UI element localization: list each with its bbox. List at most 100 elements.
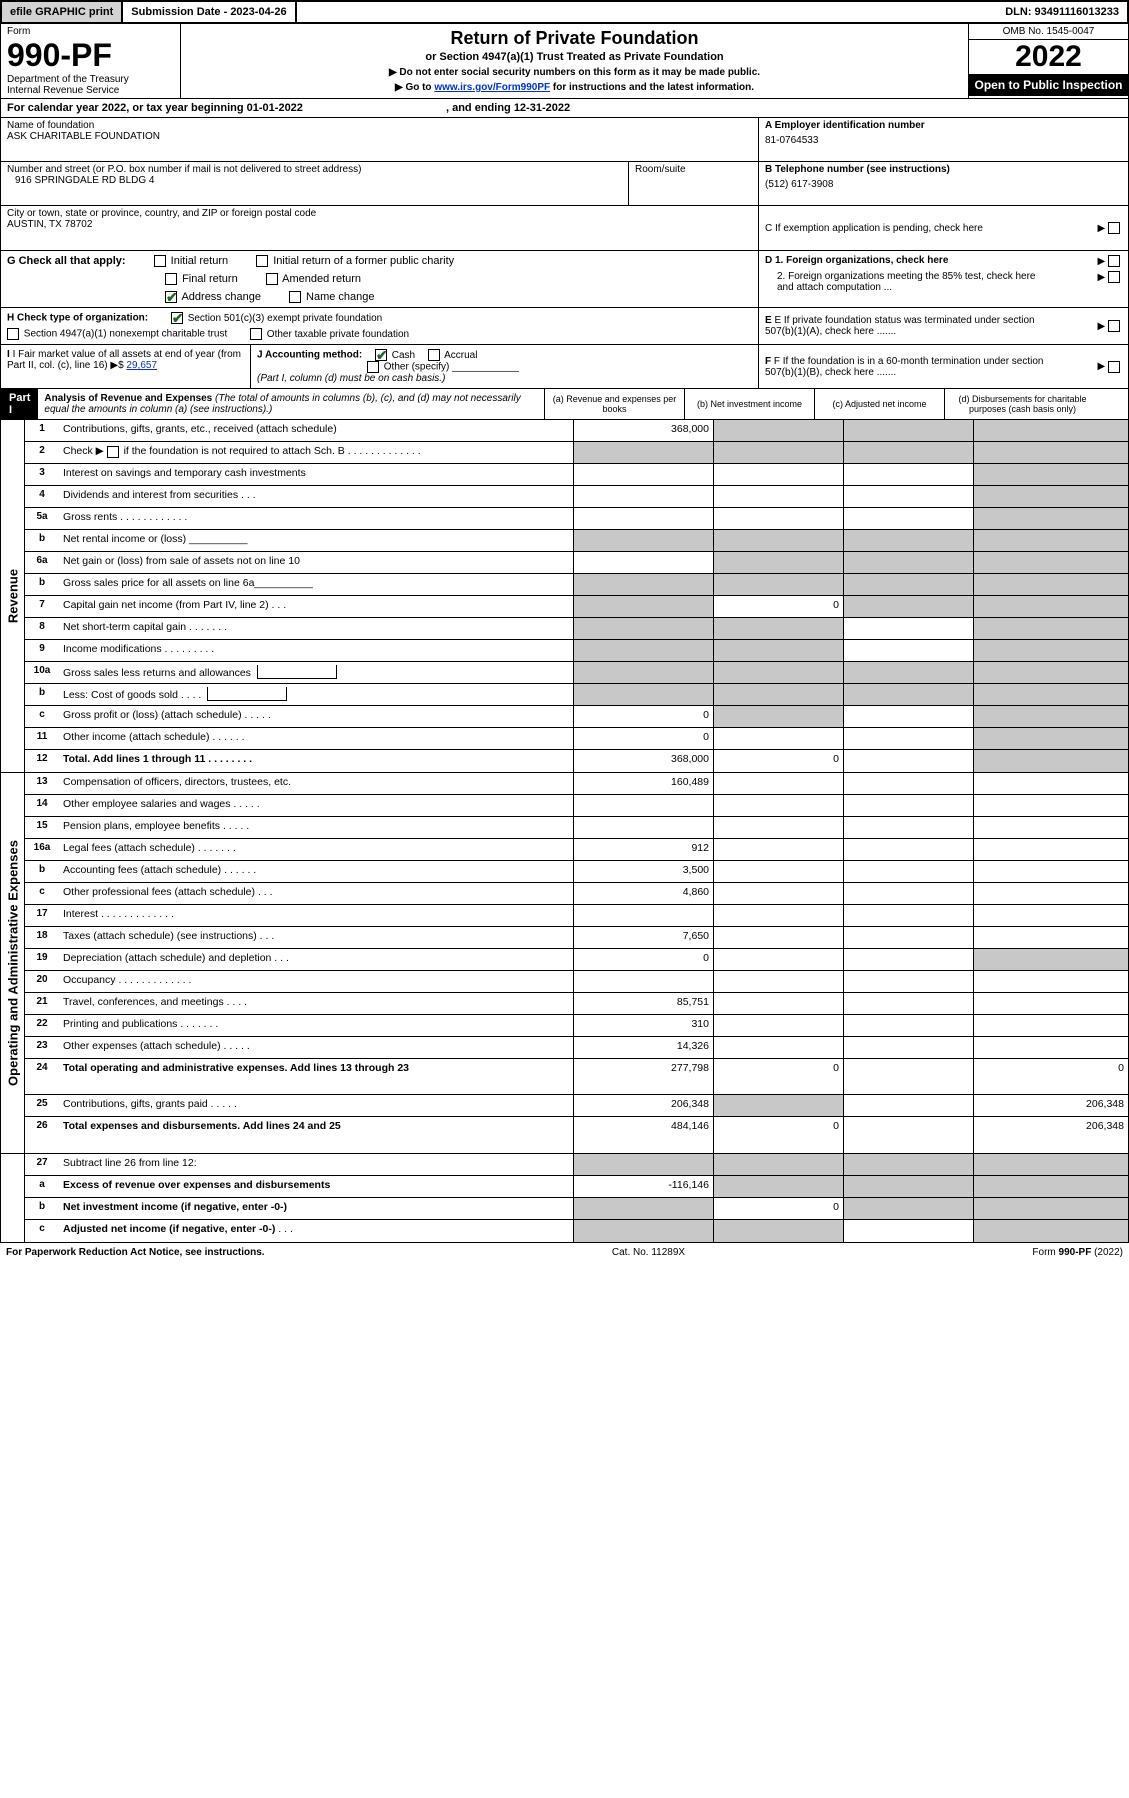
line10c-a: 0 [573,706,713,727]
line18-a: 7,650 [573,927,713,948]
year-box: OMB No. 1545-0047 2022 Open to Public In… [968,24,1128,98]
e-label: E E If private foundation status was ter… [765,315,1045,337]
phone-value: (512) 617-3908 [765,179,1122,190]
col-c-header: (c) Adjusted net income [815,389,945,419]
accrual-checkbox[interactable] [428,349,440,361]
efile-print-button[interactable]: efile GRAPHIC print [2,2,123,22]
address-change-checkbox[interactable] [165,291,177,303]
fmv-value[interactable]: 29,657 [126,360,157,371]
city-label: City or town, state or province, country… [7,208,752,219]
revenue-vertical-label: Revenue [1,420,25,772]
e-checkbox[interactable] [1108,320,1120,332]
4947-checkbox[interactable] [7,328,19,340]
arrow-icon [1098,256,1106,267]
foundation-name-label: Name of foundation [7,120,752,131]
omb-number: OMB No. 1545-0047 [969,24,1128,40]
f-label: F F If the foundation is in a 60-month t… [765,356,1045,378]
line12-b: 0 [713,750,843,772]
expenses-section: Operating and Administrative Expenses 13… [0,773,1129,1154]
j-note: (Part I, column (d) must be on cash basi… [257,373,752,384]
line16c-a: 4,860 [573,883,713,904]
line25-a: 206,348 [573,1095,713,1116]
line27b-b: 0 [713,1198,843,1219]
top-bar: efile GRAPHIC print Submission Date - 20… [0,0,1129,24]
initial-return-checkbox[interactable] [154,255,166,267]
line26-d: 206,348 [973,1117,1128,1153]
line12-a: 368,000 [573,750,713,772]
tax-year: 2022 [969,40,1128,74]
submission-date-label: Submission Date - 2023-04-26 [123,2,296,22]
section-i-j-f-row: I I Fair market value of all assets at e… [0,345,1129,389]
arrow-icon [1098,272,1106,283]
open-to-public-badge: Open to Public Inspection [969,74,1128,96]
expenses-vertical-label: Operating and Administrative Expenses [1,773,25,1153]
line19-a: 0 [573,949,713,970]
initial-former-checkbox[interactable] [256,255,268,267]
form-number: 990-PF [7,37,174,74]
col-a-header: (a) Revenue and expenses per books [545,389,685,419]
foreign-85-checkbox[interactable] [1108,271,1120,283]
line26-b: 0 [713,1117,843,1153]
form-label: Form [7,26,174,37]
form-title: Return of Private Foundation [189,28,960,49]
paperwork-notice: For Paperwork Reduction Act Notice, see … [6,1247,265,1258]
address-label: Number and street (or P.O. box number if… [7,164,622,175]
other-method-checkbox[interactable] [367,361,379,373]
part1-title: Analysis of Revenue and Expenses (The to… [38,389,544,419]
arrow-icon [110,360,118,371]
amended-return-checkbox[interactable] [266,273,278,285]
arrow-icon [1098,361,1106,372]
501c3-checkbox[interactable] [171,312,183,324]
instructions-link[interactable]: www.irs.gov/Form990PF [434,82,550,93]
calendar-year-row: For calendar year 2022, or tax year begi… [0,99,1129,118]
ein-label: A Employer identification number [765,120,1122,131]
d1-label: D 1. Foreign organizations, check here [765,255,948,267]
dln-label: DLN: 93491116013233 [997,2,1127,22]
dept-label: Department of the Treasury [7,74,174,85]
exemption-pending-checkbox[interactable] [1108,222,1120,234]
form-ref: Form 990-PF (2022) [1032,1247,1123,1258]
h-label: H Check type of organization: [7,313,148,324]
irs-label: Internal Revenue Service [7,85,174,96]
line21-a: 85,751 [573,993,713,1014]
name-change-checkbox[interactable] [289,291,301,303]
foreign-org-checkbox[interactable] [1108,255,1120,267]
line16a-a: 912 [573,839,713,860]
line16b-a: 3,500 [573,861,713,882]
section-g-d-row: G Check all that apply: Initial return I… [0,251,1129,308]
line7-b: 0 [713,596,843,617]
foundation-name: ASK CHARITABLE FOUNDATION [7,131,752,142]
form-title-box: Return of Private Foundation or Section … [181,24,968,98]
g-label: G Check all that apply: [7,255,126,267]
f-checkbox[interactable] [1108,361,1120,373]
form-header: Form 990-PF Department of the Treasury I… [0,24,1129,99]
part1-badge: Part I [1,389,38,419]
d2-label: 2. Foreign organizations meeting the 85%… [765,271,1045,293]
address-value: 916 SPRINGDALE RD BLDG 4 [7,175,622,186]
line24-b: 0 [713,1059,843,1094]
line24-d: 0 [973,1059,1128,1094]
identification-grid: Name of foundation ASK CHARITABLE FOUNDA… [0,118,1129,251]
phone-label: B Telephone number (see instructions) [765,164,1122,175]
arrow-icon [1098,223,1106,234]
city-value: AUSTIN, TX 78702 [7,219,752,230]
section-h-e-row: H Check type of organization: Section 50… [0,308,1129,345]
other-taxable-checkbox[interactable] [250,328,262,340]
line25-d: 206,348 [973,1095,1128,1116]
line22-a: 310 [573,1015,713,1036]
ssn-warning: ▶ Do not enter social security numbers o… [189,67,960,78]
cash-checkbox[interactable] [375,349,387,361]
exemption-pending-label: C If exemption application is pending, c… [765,223,983,234]
i-label: I I Fair market value of all assets at e… [7,349,241,371]
col-d-header: (d) Disbursements for charitable purpose… [945,389,1100,419]
line24-a: 277,798 [573,1059,713,1094]
schb-checkbox[interactable] [107,446,119,458]
part1-header-row: Part I Analysis of Revenue and Expenses … [0,389,1129,420]
page-footer: For Paperwork Reduction Act Notice, see … [0,1243,1129,1262]
j-label: J Accounting method: [257,350,362,361]
final-return-checkbox[interactable] [165,273,177,285]
line11-a: 0 [573,728,713,749]
instructions-note: ▶ Go to www.irs.gov/Form990PF for instru… [189,82,960,93]
form-number-box: Form 990-PF Department of the Treasury I… [1,24,181,98]
line23-a: 14,326 [573,1037,713,1058]
